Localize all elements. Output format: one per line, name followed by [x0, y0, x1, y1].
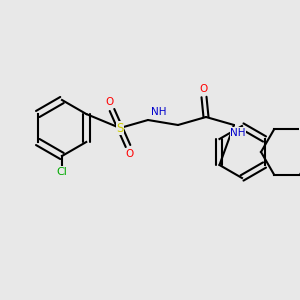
Text: NH: NH	[151, 107, 167, 117]
Text: O: O	[106, 97, 114, 107]
Text: NH: NH	[230, 128, 246, 138]
Text: S: S	[116, 122, 124, 134]
Text: Cl: Cl	[57, 167, 68, 177]
Text: O: O	[200, 84, 208, 94]
Text: O: O	[126, 149, 134, 159]
